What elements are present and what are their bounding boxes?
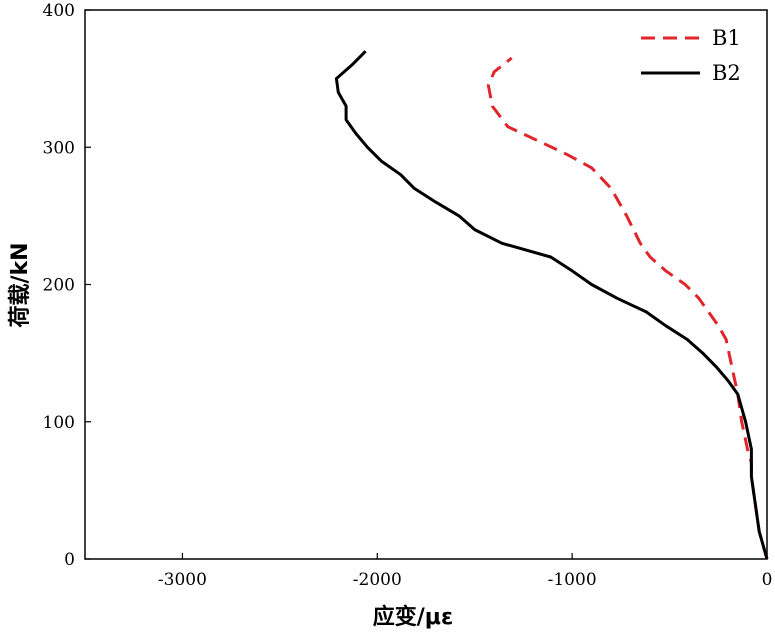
- series-layer: [334, 50, 769, 560]
- x-axis-ticks: -3000 -2000 -1000 0: [158, 553, 772, 590]
- series-line-b2: [334, 50, 769, 560]
- series-line-b1: [486, 56, 769, 560]
- y-axis-ticks: 0 100 200 300 400: [43, 1, 91, 570]
- legend: B1 B2: [641, 26, 741, 85]
- legend-label-b2: B2: [712, 61, 741, 85]
- legend-label-b1: B1: [712, 26, 741, 50]
- x-tick-label: 0: [762, 570, 773, 590]
- x-tick-label: -2000: [353, 570, 402, 590]
- y-axis-title: 荷载/kN: [7, 242, 33, 327]
- plot-frame: [84, 9, 768, 560]
- x-axis-title: 应变/με: [373, 604, 453, 630]
- y-tick-label: 400: [43, 1, 75, 21]
- y-tick-label: 300: [43, 138, 75, 158]
- y-tick-label: 200: [43, 276, 75, 296]
- x-tick-label: -3000: [158, 570, 207, 590]
- x-tick-label: -1000: [548, 570, 597, 590]
- y-tick-label: 100: [43, 413, 75, 433]
- y-tick-label: 0: [64, 550, 75, 570]
